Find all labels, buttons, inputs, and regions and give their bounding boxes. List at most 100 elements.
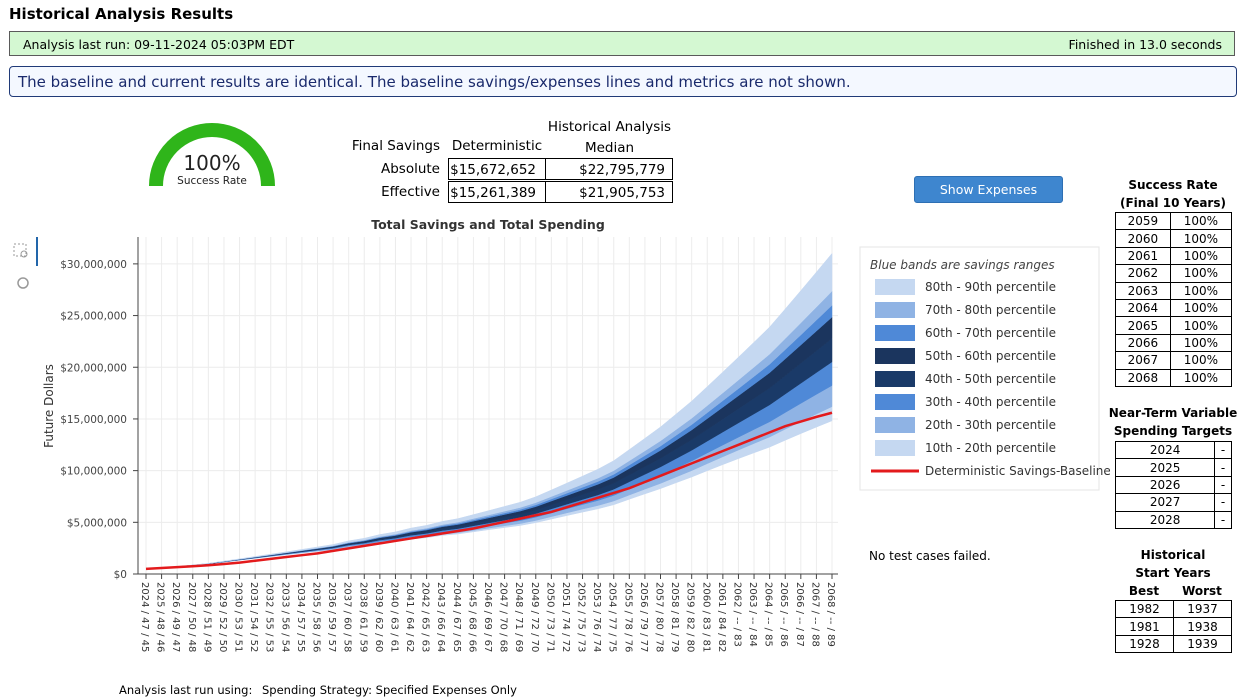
table-cell: 2061 xyxy=(1115,246,1171,266)
x-tick-label: 2047 / 70 / 68 xyxy=(498,582,509,652)
spending-title: Near-Term Variable Spending Targets xyxy=(1108,406,1238,438)
x-tick-label: 2062 / -- / 83 xyxy=(731,582,742,647)
y-tick-label: $10,000,000 xyxy=(60,466,127,478)
legend-label: 40th - 50th percentile xyxy=(925,372,1056,386)
table-cell: 100% xyxy=(1169,351,1233,370)
zoom-icon xyxy=(20,250,28,258)
footer-value: Spending Strategy: Specified Expenses On… xyxy=(262,683,517,697)
legend-title: Blue bands are savings ranges xyxy=(870,258,1055,272)
table-cell: 100% xyxy=(1169,368,1233,387)
y-tick-label: $30,000,000 xyxy=(60,259,127,271)
legend-label: 30th - 40th percentile xyxy=(925,395,1056,409)
x-tick-label: 2055 / 78 / 76 xyxy=(622,582,633,652)
zoom-tool[interactable] xyxy=(13,243,27,257)
y-tick-label: $15,000,000 xyxy=(60,414,127,426)
x-tick-label: 2039 / 62 / 60 xyxy=(373,582,384,652)
gauge: 100% Success Rate xyxy=(149,123,275,187)
x-tick-label: 2031 / 54 / 52 xyxy=(248,582,259,652)
x-tick-label: 2045 / 68 / 66 xyxy=(466,582,477,652)
metric-value: $21,905,753 xyxy=(546,181,673,203)
legend-label: 80th - 90th percentile xyxy=(925,280,1056,294)
x-tick-label: 2064 / -- / 85 xyxy=(763,582,774,647)
reset-tool[interactable] xyxy=(17,277,29,289)
gauge-value: 100% xyxy=(183,151,240,175)
page-title: Historical Analysis Results xyxy=(9,5,234,23)
x-tick-label: 2025 / 48 / 46 xyxy=(155,582,166,652)
x-tick-label: 2048 / 71 / 69 xyxy=(513,582,524,652)
x-tick-label: 2058 / 81 / 79 xyxy=(669,582,680,652)
status-bar: Analysis last run: 09-11-2024 05:03PM ED… xyxy=(9,31,1235,56)
legend-label: Deterministic Savings-Baseline xyxy=(925,464,1110,478)
notice: The baseline and current results are ide… xyxy=(9,66,1237,97)
table-cell: - xyxy=(1214,510,1232,529)
table-row: 2063 100% xyxy=(1115,281,1233,300)
success-subtitle: (Final 10 Years) xyxy=(1120,196,1226,210)
x-tick-label: 2057 / 80 / 78 xyxy=(654,582,665,652)
table-cell: - xyxy=(1214,475,1232,495)
table-row: 2066 100% xyxy=(1115,333,1233,353)
table-cell: 100% xyxy=(1169,229,1233,248)
x-tick-label: 2059 / 82 / 80 xyxy=(685,582,696,652)
metric-label: Absolute xyxy=(380,161,440,177)
start-years-column: Worst xyxy=(1182,584,1222,598)
table-cell: 1938 xyxy=(1173,617,1232,636)
table-row: 2065 100% xyxy=(1115,316,1233,335)
x-tick-label: 2060 / 83 / 81 xyxy=(700,582,711,652)
table-row: 2060 100% xyxy=(1115,229,1233,248)
duration: Finished in 13.0 seconds xyxy=(1068,37,1222,52)
x-tick-label: 2068 / -- / 89 xyxy=(825,582,836,647)
start-years-title: Historical Start Years xyxy=(1135,548,1211,580)
x-tick-label: 2056 / 79 / 77 xyxy=(638,582,649,652)
success-title-text: Success Rate xyxy=(1128,178,1218,192)
x-tick-label: 2026 / 49 / 47 xyxy=(170,582,181,652)
savings-line xyxy=(145,411,833,571)
y-tick-label: $25,000,000 xyxy=(60,311,127,323)
table-row: 1928 1939 xyxy=(1115,634,1232,654)
x-tick-label: 2029 / 52 / 50 xyxy=(217,582,228,652)
table-cell: 2027 xyxy=(1114,493,1216,512)
legend-label: 20th - 30th percentile xyxy=(925,418,1056,432)
x-tick-label: 2052 / 75 / 73 xyxy=(576,582,587,652)
x-tick-label: 2066 / -- / 87 xyxy=(794,582,805,647)
start-years-table: 1982 1937 1981 1938 1928 1939 xyxy=(1115,599,1232,654)
table-row: 2026- xyxy=(1114,475,1232,495)
x-tick-label: 2049 / 72 / 70 xyxy=(529,582,540,652)
x-tick-label: 2036 / 59 / 57 xyxy=(326,582,337,652)
table-cell: 1981 xyxy=(1115,617,1174,636)
legend-label: 70th - 80th percentile xyxy=(925,303,1056,317)
table-cell: 2065 xyxy=(1115,316,1171,335)
table-cell: 2067 xyxy=(1115,351,1171,370)
table-row: 2024- xyxy=(1114,440,1232,460)
start-years-column: Best xyxy=(1128,584,1160,598)
x-tick-label: 2037 / 60 / 58 xyxy=(342,582,353,652)
table-row: 1981 1938 xyxy=(1115,617,1232,636)
legend-swatch xyxy=(875,325,915,341)
table-cell: 1937 xyxy=(1173,599,1232,619)
legend-label: 60th - 70th percentile xyxy=(925,326,1056,340)
table-row: 2025- xyxy=(1114,458,1232,477)
x-tick-label: 2067 / -- / 88 xyxy=(809,582,820,647)
metric-label: Effective xyxy=(381,184,440,200)
y-axis-label: Future Dollars xyxy=(42,364,56,448)
success-title: Success Rate (Final 10 Years) xyxy=(1105,176,1241,212)
x-tick-label: 2024 / 47 / 45 xyxy=(139,582,150,652)
x-tick-label: 2065 / -- / 86 xyxy=(778,582,789,647)
x-tick-label: 2051 / 74 / 72 xyxy=(560,582,571,652)
legend-swatch xyxy=(875,371,915,387)
legend-swatch xyxy=(875,394,915,410)
x-tick-label: 2035 / 58 / 56 xyxy=(311,582,322,652)
table-row: 2059 100% xyxy=(1115,211,1233,231)
show-expenses-button[interactable]: Show Expenses xyxy=(914,176,1063,203)
table-row: 2062 100% xyxy=(1115,264,1233,283)
x-tick-label: 2028 / 51 / 49 xyxy=(201,582,212,652)
y-tick-label: $20,000,000 xyxy=(60,362,127,374)
table-cell: 2026 xyxy=(1114,475,1216,495)
x-tick-label: 2053 / 76 / 74 xyxy=(591,582,602,652)
metrics-column: Historical Analysis Median xyxy=(547,119,672,156)
table-row: 2064 100% xyxy=(1115,298,1233,318)
table-cell: 100% xyxy=(1169,211,1233,231)
band-area xyxy=(145,252,833,570)
table-cell: 2025 xyxy=(1114,458,1216,477)
x-tick-label: 2038 / 61 / 59 xyxy=(357,582,368,652)
legend-label: 10th - 20th percentile xyxy=(925,441,1056,455)
